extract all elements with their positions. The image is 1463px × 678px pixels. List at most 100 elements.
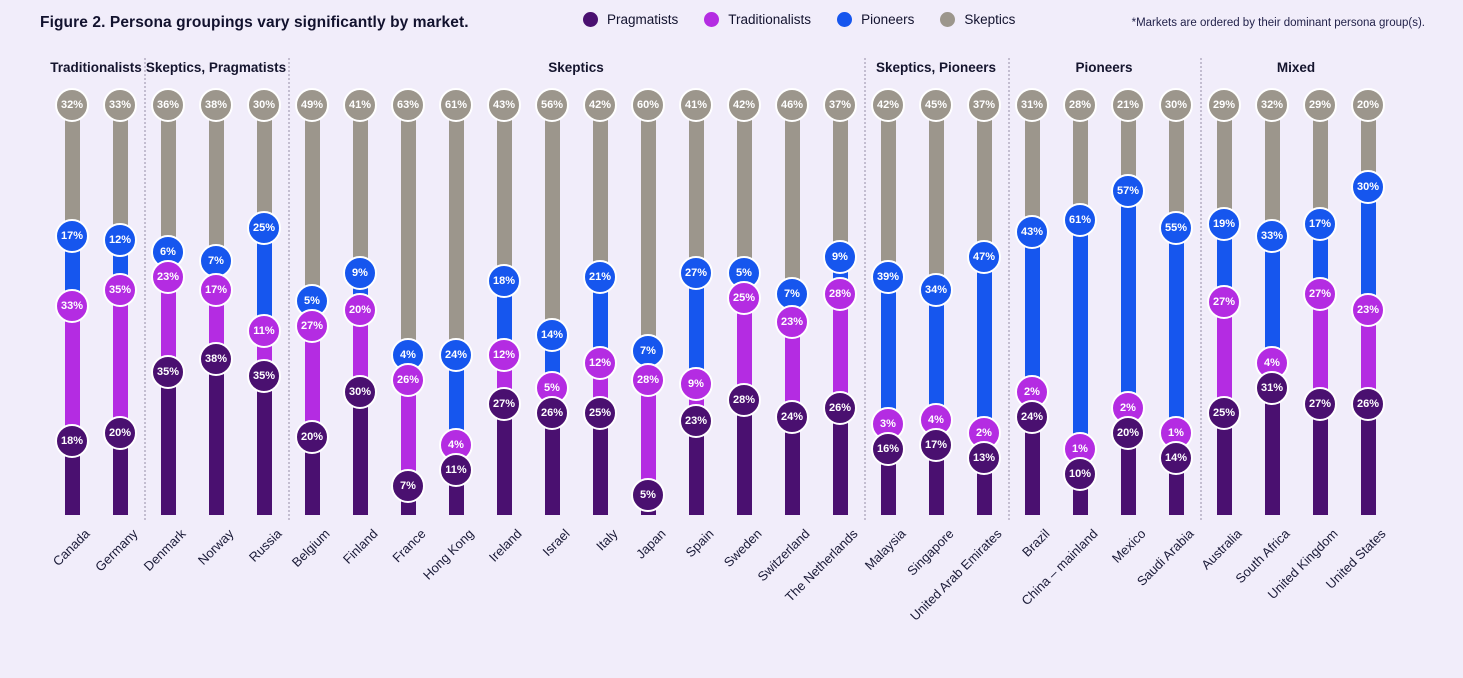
pragmatists-value-marker: 27% xyxy=(1303,387,1337,422)
pragmatists-bar xyxy=(736,400,752,515)
group-separator xyxy=(144,58,146,520)
group-header: Skeptics xyxy=(548,60,604,75)
pragmatists-value-marker: 30% xyxy=(343,375,377,409)
legend-label: Pragmatists xyxy=(607,12,679,27)
skeptics-value-marker: 37% xyxy=(967,88,1001,122)
pragmatists-bar xyxy=(592,412,608,515)
pioneers-legend-dot-icon xyxy=(837,12,853,27)
pragmatists-value-marker: 35% xyxy=(247,358,281,393)
skeptics-value-marker: 49% xyxy=(295,88,329,122)
legend: Pragmatists Traditionalists Pioneers Skepti… xyxy=(583,12,1015,27)
pioneers-value-marker: 9% xyxy=(343,256,377,291)
pioneers-value-marker: 27% xyxy=(679,256,713,291)
traditionalists-value-marker: 27% xyxy=(1207,284,1241,319)
pragmatists-value-marker: 26% xyxy=(823,391,857,426)
pioneers-value-marker: 30% xyxy=(1351,170,1385,204)
skeptics-value-marker: 61% xyxy=(439,88,473,122)
skeptics-value-marker: 31% xyxy=(1015,88,1049,122)
pragmatists-value-marker: 18% xyxy=(55,424,89,459)
traditionalists-value-marker: 17% xyxy=(199,272,233,307)
pragmatists-bar xyxy=(208,359,224,515)
traditionalists-value-marker: 23% xyxy=(1351,293,1385,327)
skeptics-value-marker: 29% xyxy=(1207,88,1241,122)
pragmatists-value-marker: 20% xyxy=(295,420,329,455)
pragmatists-value-marker: 26% xyxy=(1351,387,1385,422)
pragmatists-bar xyxy=(880,449,896,515)
skeptics-value-marker: 37% xyxy=(823,88,857,122)
skeptics-value-marker: 42% xyxy=(727,88,761,122)
pragmatists-value-marker: 28% xyxy=(727,383,761,418)
group-separator xyxy=(1200,58,1202,520)
pragmatists-value-marker: 38% xyxy=(199,342,233,377)
group-header: Traditionalists xyxy=(50,60,142,75)
pragmatists-bar xyxy=(256,375,272,515)
skeptics-value-marker: 63% xyxy=(391,88,425,122)
pragmatists-bar xyxy=(832,408,848,515)
pragmatists-value-marker: 5% xyxy=(631,477,665,512)
persona-chart: 32% 17% 33% 18% Canada 33% 12% 35% 20% Germany Tra… xyxy=(40,58,1440,648)
traditionalists-value-marker: 9% xyxy=(679,366,713,401)
pragmatists-bar xyxy=(928,445,944,515)
skeptics-value-marker: 28% xyxy=(1063,88,1097,122)
pragmatists-bar xyxy=(112,433,128,515)
figure-title: Figure 2. Persona groupings vary signifi… xyxy=(40,14,469,31)
skeptics-value-marker: 33% xyxy=(103,88,137,122)
traditionalists-value-marker: 33% xyxy=(55,288,89,323)
pragmatists-value-marker: 14% xyxy=(1159,440,1193,475)
skeptics-value-marker: 43% xyxy=(487,88,521,122)
pragmatists-bar xyxy=(1312,404,1328,515)
group-header: Pioneers xyxy=(1075,60,1133,75)
skeptics-value-marker: 29% xyxy=(1303,88,1337,122)
traditionalists-value-marker: 23% xyxy=(775,305,809,340)
skeptics-value-marker: 32% xyxy=(55,88,89,122)
skeptics-value-marker: 46% xyxy=(775,88,809,122)
pioneers-value-marker: 12% xyxy=(103,223,137,258)
pragmatists-value-marker: 20% xyxy=(103,416,137,450)
skeptics-value-marker: 41% xyxy=(679,88,713,122)
legend-label: Skeptics xyxy=(964,12,1016,27)
pioneers-value-marker: 21% xyxy=(583,260,617,295)
pragmatists-bar xyxy=(784,416,800,515)
pragmatists-bar xyxy=(352,392,368,515)
pragmatists-bar xyxy=(496,404,512,515)
pragmatists-bar xyxy=(1120,433,1136,515)
pragmatists-value-marker: 17% xyxy=(919,428,953,463)
skeptics-value-marker: 21% xyxy=(1111,88,1145,122)
pragmatists-legend-dot-icon xyxy=(583,12,598,27)
traditionalists-value-marker: 12% xyxy=(583,346,617,381)
pragmatists-bar xyxy=(688,420,704,515)
pragmatists-bar xyxy=(1216,412,1232,515)
pioneers-value-marker: 61% xyxy=(1063,202,1097,237)
skeptics-value-marker: 42% xyxy=(871,88,905,122)
pragmatists-value-marker: 31% xyxy=(1255,370,1289,405)
pioneers-value-marker: 9% xyxy=(823,239,857,274)
skeptics-value-marker: 45% xyxy=(919,88,953,122)
pioneers-value-marker: 19% xyxy=(1207,206,1241,241)
pioneers-value-marker: 55% xyxy=(1159,211,1193,245)
traditionalists-value-marker: 35% xyxy=(103,272,137,307)
pioneers-value-marker: 25% xyxy=(247,211,281,245)
group-header: Skeptics, Pragmatists xyxy=(145,60,287,75)
pragmatists-value-marker: 23% xyxy=(679,403,713,438)
pragmatists-value-marker: 26% xyxy=(535,395,569,430)
traditionalists-value-marker: 27% xyxy=(295,309,329,344)
pragmatists-value-marker: 24% xyxy=(775,399,809,434)
pioneers-value-marker: 17% xyxy=(55,219,89,254)
pioneers-value-marker: 17% xyxy=(1303,206,1337,241)
traditionalists-value-marker: 28% xyxy=(631,362,665,397)
pragmatists-bar xyxy=(1024,416,1040,515)
pragmatists-bar xyxy=(160,371,176,515)
pragmatists-value-marker: 35% xyxy=(151,354,185,389)
pragmatists-value-marker: 27% xyxy=(487,387,521,422)
traditionalists-value-marker: 28% xyxy=(823,276,857,311)
pragmatists-value-marker: 25% xyxy=(1207,395,1241,430)
group-header: Skeptics, Pioneers xyxy=(875,60,997,75)
skeptics-value-marker: 41% xyxy=(343,88,377,122)
skeptics-legend-dot-icon xyxy=(940,12,956,27)
pioneers-value-marker: 34% xyxy=(919,272,953,307)
legend-item-pragmatists: Pragmatists xyxy=(583,12,678,27)
legend-label: Pioneers xyxy=(861,12,915,27)
skeptics-value-marker: 30% xyxy=(247,88,281,122)
pioneers-value-marker: 39% xyxy=(871,260,905,295)
pragmatists-bar xyxy=(1360,404,1376,515)
